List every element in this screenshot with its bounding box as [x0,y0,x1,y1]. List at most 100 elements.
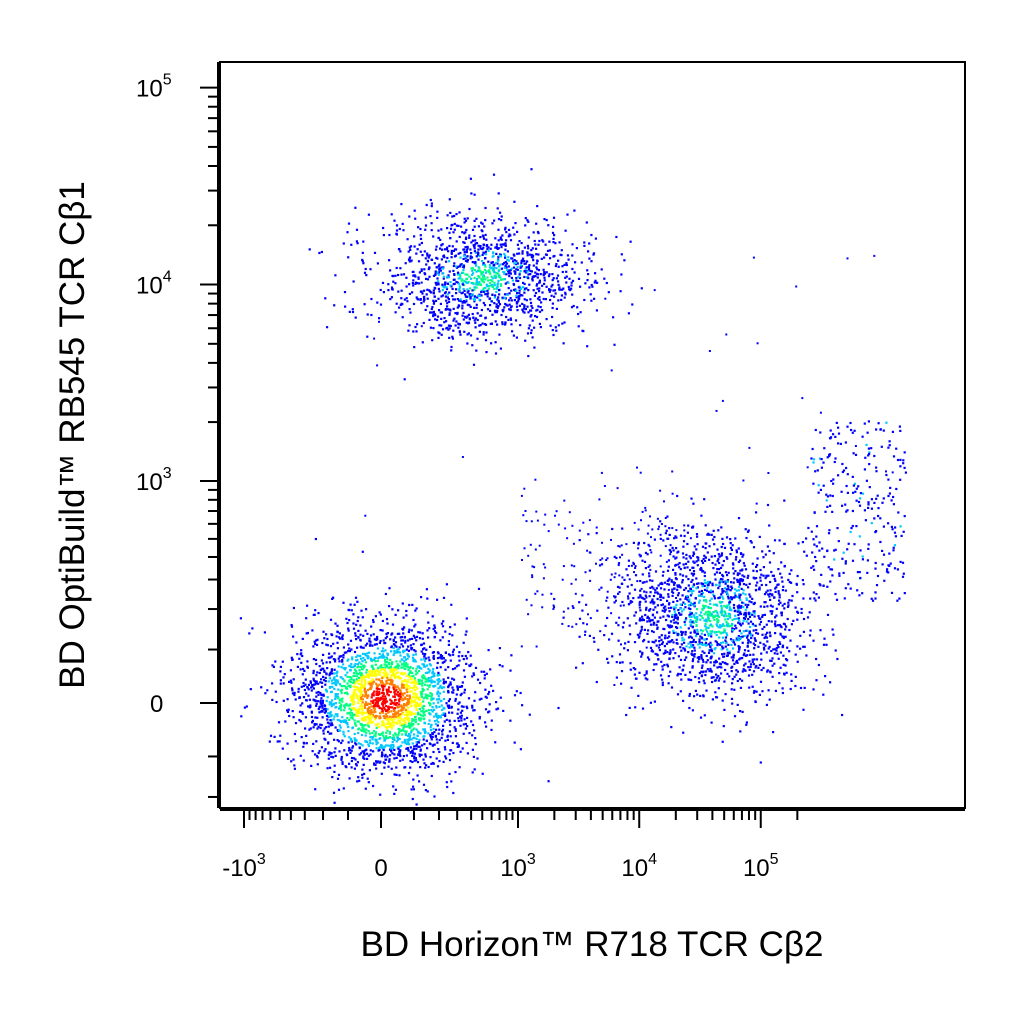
data-point [371,742,374,745]
data-point [671,546,674,549]
data-point [366,688,369,692]
data-point [482,288,485,291]
data-point [372,633,375,636]
data-point [438,263,441,266]
data-point [533,239,536,243]
data-point [451,668,455,671]
data-point [747,622,750,625]
data-point [474,743,477,746]
data-point [443,707,446,710]
data-point [469,305,472,308]
data-point [449,654,452,657]
data-point [472,282,475,285]
data-point [365,671,368,674]
data-point [420,679,423,682]
data-point [401,639,404,642]
data-point [783,672,786,675]
data-point [565,262,568,265]
data-point [402,673,405,676]
data-point [408,735,411,739]
data-point [325,633,328,636]
data-point [342,733,345,736]
data-point [430,307,433,311]
data-point [779,572,782,575]
data-point [668,577,671,580]
data-point [536,283,539,286]
data-point [406,300,409,303]
data-point [682,608,685,611]
data-point [538,322,541,325]
data-point [432,291,435,294]
data-point [418,718,421,721]
data-point [406,653,409,656]
data-point [726,604,729,607]
data-point [442,254,446,257]
data-point [461,231,464,234]
data-point [491,313,494,316]
data-point [419,290,422,293]
data-point [428,719,431,722]
data-point [691,709,694,712]
data-point [711,676,714,679]
data-point [694,616,697,619]
data-point [441,661,444,664]
data-point [768,524,771,527]
data-point [498,254,501,257]
data-point [757,645,760,648]
data-point [754,644,757,647]
data-point [487,279,490,282]
data-point [724,636,728,639]
data-point [724,571,728,574]
data-point [433,313,436,316]
data-point [481,253,484,256]
data-point [673,583,676,586]
data-point [506,250,509,253]
data-point [492,255,495,258]
data-point [289,679,292,682]
data-point [394,699,397,702]
data-point [758,693,761,696]
data-point [448,772,451,775]
data-point [398,664,401,667]
data-point [422,738,425,741]
data-point [469,664,472,668]
data-point [533,346,536,349]
data-point [319,701,322,704]
data-point [367,714,370,717]
data-point [315,704,318,707]
data-point [746,606,749,609]
data-point [473,286,476,289]
data-point [497,275,500,278]
data-point [663,581,666,584]
data-point [509,306,512,309]
data-point [468,275,471,278]
data-point [373,672,376,675]
data-point [497,228,500,231]
data-point [656,611,659,614]
data-point [653,616,656,619]
data-point [416,734,419,738]
data-point [536,308,539,311]
data-point [501,263,504,266]
data-point [469,334,473,337]
data-point [523,282,526,286]
data-point [415,741,418,744]
data-point [676,585,680,588]
data-point [427,671,430,674]
data-point [700,615,703,618]
data-point [407,685,410,688]
data-point [763,605,766,608]
data-point [406,747,409,750]
data-point [286,698,289,701]
data-point [576,306,579,309]
data-point [338,724,341,727]
data-point [473,295,476,298]
data-point [459,711,462,714]
data-point [423,268,426,271]
data-point [679,613,682,616]
data-point [414,670,417,673]
data-point [326,721,329,724]
data-point [332,596,335,599]
data-point [653,641,656,644]
data-point [404,742,407,745]
